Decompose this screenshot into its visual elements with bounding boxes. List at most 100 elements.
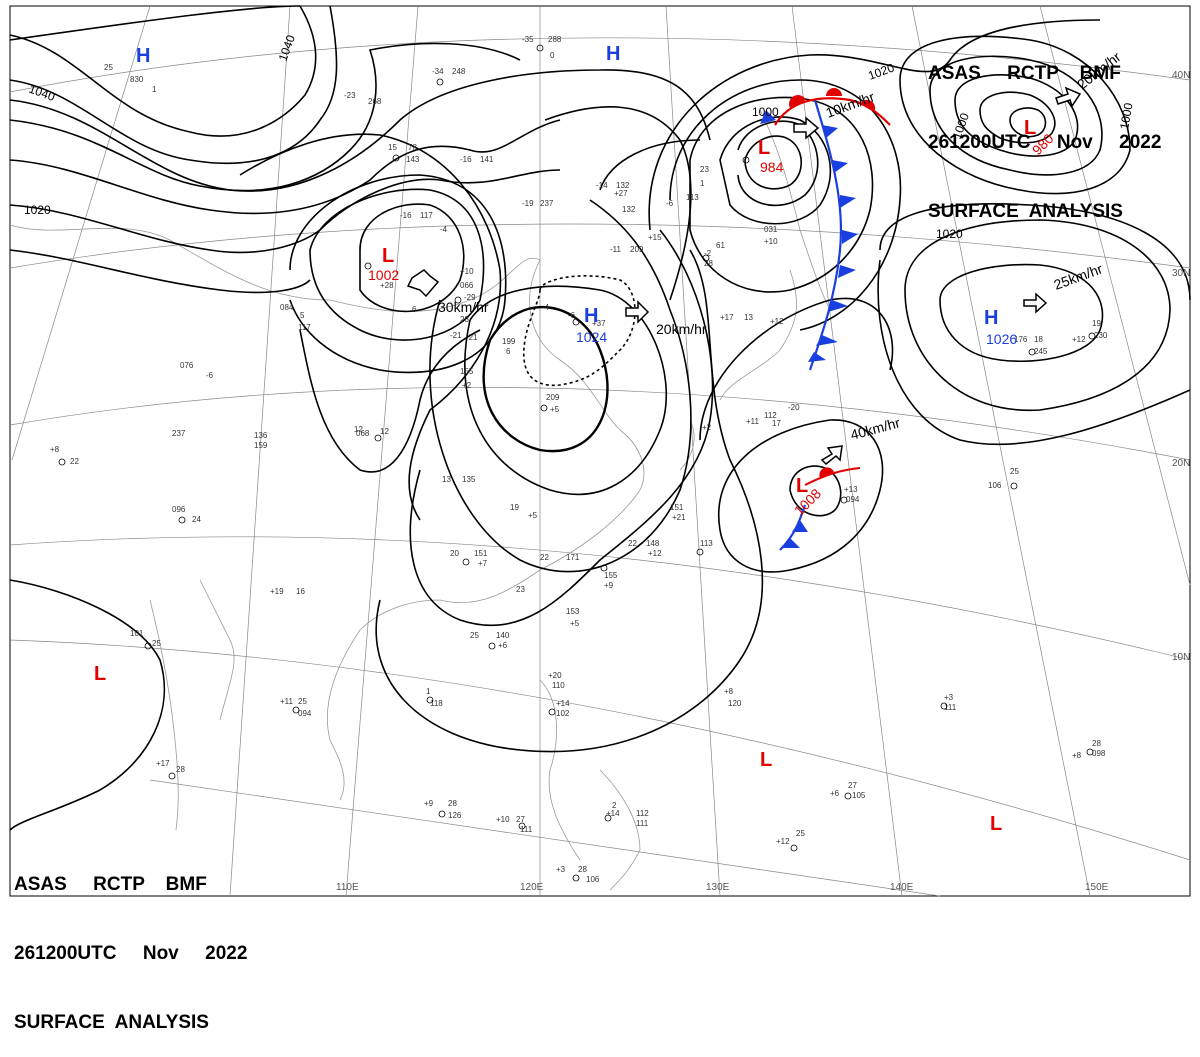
station-value: +14 bbox=[556, 699, 570, 708]
station-value: -6 bbox=[666, 199, 674, 208]
station-value: 155 bbox=[460, 367, 474, 376]
station-value: 111 bbox=[636, 819, 649, 828]
isobar-label: 1000 bbox=[752, 105, 779, 119]
station-value: 117 bbox=[420, 211, 433, 220]
station-value: 148 bbox=[646, 539, 660, 548]
station-value: +12 bbox=[770, 317, 784, 326]
station-circle bbox=[536, 44, 544, 52]
motion-arrow-3 bbox=[793, 116, 820, 140]
chart-header-bottom: ASAS RCTP BMF 261200UTC Nov 2022 SURFACE… bbox=[14, 827, 247, 1057]
station-value: 143 bbox=[406, 155, 420, 164]
station-value: 209 bbox=[546, 393, 560, 402]
station-value: 1 bbox=[152, 85, 157, 94]
station-value: 25 bbox=[104, 63, 113, 72]
parallels bbox=[9, 37, 1191, 897]
station-value: -2 bbox=[704, 249, 712, 258]
station-value: +9 bbox=[604, 581, 614, 590]
station-value: 076 bbox=[180, 361, 194, 370]
station-value: 5 bbox=[300, 311, 305, 320]
station-value: +10 bbox=[460, 267, 474, 276]
station-circle bbox=[1010, 482, 1018, 490]
lat-label-40: 40N bbox=[1172, 70, 1190, 81]
station-value: 113 bbox=[700, 539, 713, 548]
station-value: 6 bbox=[412, 305, 417, 314]
station-value: +20 bbox=[548, 671, 562, 680]
station-value: 19 bbox=[1092, 319, 1101, 328]
high-value-china: 1024 bbox=[576, 329, 607, 345]
station-value: 18 bbox=[1034, 335, 1043, 344]
station-value: +37 bbox=[592, 319, 606, 328]
station-circle bbox=[168, 772, 176, 780]
station-circle bbox=[572, 318, 580, 326]
isobar-label: 1020 bbox=[936, 227, 963, 241]
station-value: 22 bbox=[628, 539, 637, 548]
lon-label-120: 120E bbox=[520, 882, 544, 893]
station-circle bbox=[600, 564, 608, 572]
station-value: +11 bbox=[280, 697, 294, 706]
station-circle bbox=[790, 844, 798, 852]
station-circle bbox=[438, 810, 446, 818]
station-value: 1 bbox=[426, 687, 431, 696]
station-value: +28 bbox=[380, 281, 394, 290]
station-value: 094 bbox=[846, 495, 860, 504]
station-circle bbox=[572, 874, 580, 882]
low-center-kamchatka: L bbox=[1024, 117, 1036, 139]
header-top-line-1: ASAS RCTP BMF bbox=[928, 63, 1121, 84]
station-circle bbox=[1088, 332, 1096, 340]
station-value: 15 bbox=[388, 143, 397, 152]
station-circle bbox=[840, 496, 848, 504]
station-circle bbox=[696, 548, 704, 556]
high-center-mongolia: H bbox=[136, 45, 150, 67]
low-value-inland: 1002 bbox=[368, 267, 399, 283]
header-bottom-line-3: SURFACE ANALYSIS bbox=[14, 1012, 209, 1033]
station-value: 066 bbox=[460, 281, 474, 290]
station-value: -11 bbox=[610, 245, 622, 254]
station-value: +3 bbox=[556, 865, 566, 874]
station-circle bbox=[144, 642, 152, 650]
station-value: +17 bbox=[720, 313, 734, 322]
lon-label-110: 110E bbox=[336, 882, 359, 893]
header-top-line-2: 261200UTC Nov 2022 bbox=[928, 132, 1162, 153]
station-value: +5 bbox=[550, 405, 560, 414]
station-value: 110 bbox=[552, 681, 565, 690]
motion-arrow-4 bbox=[1055, 86, 1082, 108]
station-value: 176 bbox=[1014, 335, 1028, 344]
station-value: -34 bbox=[432, 67, 444, 76]
station-circle bbox=[742, 156, 750, 164]
station-value: 248 bbox=[452, 67, 466, 76]
station-value: 132 bbox=[622, 205, 636, 214]
station-value: 25 bbox=[796, 829, 805, 838]
lat-label-30: 30N bbox=[1172, 268, 1190, 279]
station-value: -16 bbox=[460, 155, 472, 164]
motion-arrow-1 bbox=[406, 269, 440, 298]
station-value: 78 bbox=[408, 143, 417, 152]
station-value: +13 bbox=[844, 485, 858, 494]
station-value: -35 bbox=[522, 35, 534, 44]
station-value: 23 bbox=[700, 165, 709, 174]
motion-label-china: 20km/hr bbox=[656, 321, 707, 337]
station-value: 136 bbox=[254, 431, 268, 440]
station-circle bbox=[604, 814, 612, 822]
station-value: +11 bbox=[746, 417, 760, 426]
station-value: 28 bbox=[704, 259, 713, 268]
station-value: 117 bbox=[298, 323, 311, 332]
motion-arrow-6 bbox=[820, 445, 843, 466]
station-value: +2 bbox=[462, 381, 472, 390]
high-value-pacific: 1026 bbox=[986, 331, 1017, 347]
station-value: +21 bbox=[672, 513, 686, 522]
station-value: 245 bbox=[1034, 347, 1048, 356]
station-value: +12 bbox=[776, 837, 790, 846]
station-value: +7 bbox=[478, 559, 488, 568]
station-value: 22 bbox=[540, 553, 549, 562]
station-value: 106 bbox=[586, 875, 600, 884]
station-value: 16 bbox=[296, 587, 305, 596]
station-value: 084 bbox=[280, 303, 294, 312]
header-top-line-3: SURFACE ANALYSIS bbox=[928, 201, 1123, 222]
station-value: +12 bbox=[1072, 335, 1086, 344]
cold-fronts bbox=[760, 99, 858, 551]
station-value: +10 bbox=[496, 815, 510, 824]
station-value: 288 bbox=[548, 35, 562, 44]
station-value: 096 bbox=[172, 505, 186, 514]
